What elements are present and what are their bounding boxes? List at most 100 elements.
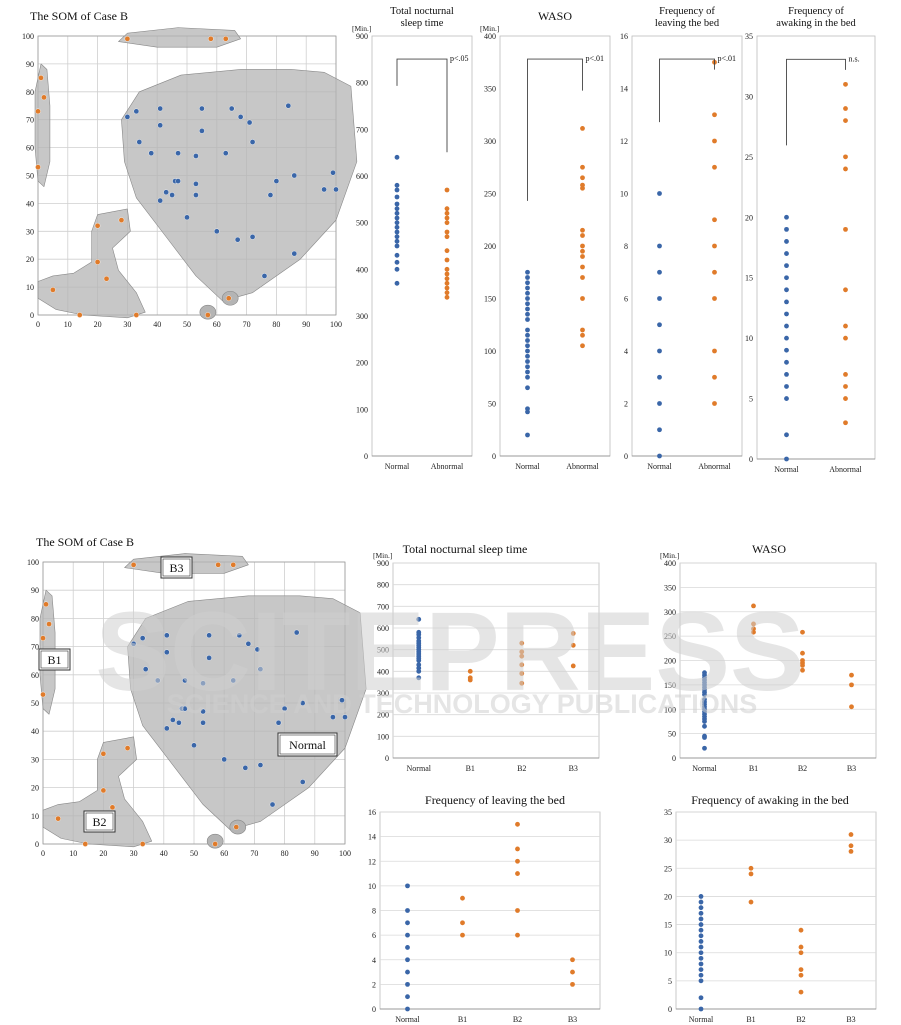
cluster-b2 [42, 736, 153, 848]
point-abnormal [444, 210, 450, 216]
cluster-b3 [118, 27, 241, 48]
point-normal [657, 322, 662, 328]
point-normal [784, 239, 789, 244]
point-normal [525, 374, 530, 380]
point-abnormal [444, 187, 450, 193]
point-abnormal [580, 248, 585, 254]
y-tick-label: 16 [620, 32, 628, 41]
som-point-normal [213, 228, 220, 235]
y-tick-label: 50 [488, 400, 496, 409]
x-tick-label: B3 [568, 1015, 577, 1024]
point-abnormal [570, 631, 576, 636]
watermark-line1: SCITEPRESS [95, 589, 805, 714]
som-point-normal [269, 801, 276, 808]
som-point-abnormal [35, 164, 41, 170]
y-tick-label: 0 [492, 452, 496, 461]
point-normal [657, 243, 662, 249]
som-point-normal [176, 719, 182, 726]
point-normal [394, 234, 400, 240]
point-normal [394, 266, 400, 272]
y-tick-label: 14 [620, 85, 628, 94]
label-b1-inner [40, 650, 69, 669]
som-point-normal [157, 122, 163, 129]
som-y-tick: 20 [31, 784, 39, 793]
point-abnormal [712, 217, 717, 223]
som-point-normal [184, 214, 190, 221]
point-normal [657, 427, 662, 433]
y-tick-label: 500 [356, 219, 368, 228]
som-point-normal [222, 150, 229, 156]
point-normal [394, 220, 400, 226]
som-point-normal [200, 719, 206, 726]
y-tick-label: 10 [620, 190, 628, 199]
point-abnormal [519, 649, 525, 655]
label-b1-box [38, 648, 71, 671]
point-abnormal [849, 682, 854, 688]
som-y-tick: 30 [31, 755, 39, 764]
som-point-normal [206, 655, 212, 661]
x-tick-label: Normal [689, 1015, 714, 1024]
point-abnormal [570, 957, 575, 963]
point-normal [657, 374, 662, 380]
chart-title-line: Frequency of [659, 6, 715, 17]
point-normal [657, 401, 662, 406]
point-abnormal [580, 296, 585, 301]
point-abnormal [580, 327, 585, 333]
point-normal [784, 396, 789, 401]
point-normal [784, 347, 789, 353]
point-normal [525, 311, 530, 317]
som-point-normal [175, 150, 181, 156]
point-normal [784, 287, 789, 293]
som-point-normal [124, 114, 131, 120]
point-normal [698, 944, 704, 950]
som-title-top: The SOM of Case B [30, 9, 128, 23]
som-y-tick: 70 [31, 643, 39, 652]
som-point-abnormal [50, 287, 56, 293]
som-point-normal [291, 250, 298, 257]
som-x-tick: 30 [123, 320, 131, 329]
som-point-abnormal [124, 35, 131, 42]
point-normal [698, 1006, 704, 1012]
point-abnormal [751, 621, 756, 627]
y-tick-label: 300 [664, 608, 676, 617]
point-normal [698, 972, 704, 978]
y-tick-label: 300 [356, 312, 368, 321]
x-tick-label: B1 [746, 1015, 755, 1024]
y-tick-label: 25 [745, 153, 753, 162]
som-point-normal [275, 719, 282, 726]
som-x-tick: 20 [94, 320, 102, 329]
point-abnormal [580, 254, 585, 259]
x-tick-label: B2 [513, 1015, 522, 1024]
y-tick-label: 0 [668, 1005, 672, 1014]
point-normal [525, 275, 530, 280]
point-abnormal [712, 401, 717, 406]
som-point-normal [299, 779, 306, 785]
som-point-abnormal [41, 94, 47, 101]
y-tick-label: 16 [368, 808, 376, 817]
point-abnormal [444, 257, 450, 263]
y-tick-label: 8 [624, 242, 628, 251]
point-abnormal [798, 989, 804, 995]
bottom-chart-2: 0 2 4 6 8 10 12 14 16 Normal B1 B2 B3 Frequency of le… [368, 793, 601, 1024]
x-tick-label: Normal [692, 764, 717, 773]
unit-label: [Min.] [660, 551, 679, 560]
point-normal [405, 920, 410, 926]
som-y-tick: 70 [26, 116, 34, 125]
y-tick-label: 12 [368, 857, 376, 866]
point-abnormal [843, 226, 848, 232]
point-normal [405, 908, 410, 913]
y-tick-label: 300 [484, 137, 496, 146]
point-abnormal [515, 821, 520, 827]
y-tick-label: 900 [356, 32, 368, 41]
point-abnormal [843, 166, 848, 172]
point-abnormal [843, 335, 848, 341]
som-y-tick: 80 [31, 614, 39, 623]
point-abnormal [444, 290, 450, 296]
som-point-normal [164, 725, 170, 732]
label-normal-box [277, 732, 338, 757]
y-tick-label: 250 [664, 632, 676, 641]
som-point-abnormal [212, 841, 218, 847]
y-tick-label: 5 [668, 977, 672, 986]
point-normal [416, 675, 422, 681]
som-point-abnormal [118, 217, 125, 223]
